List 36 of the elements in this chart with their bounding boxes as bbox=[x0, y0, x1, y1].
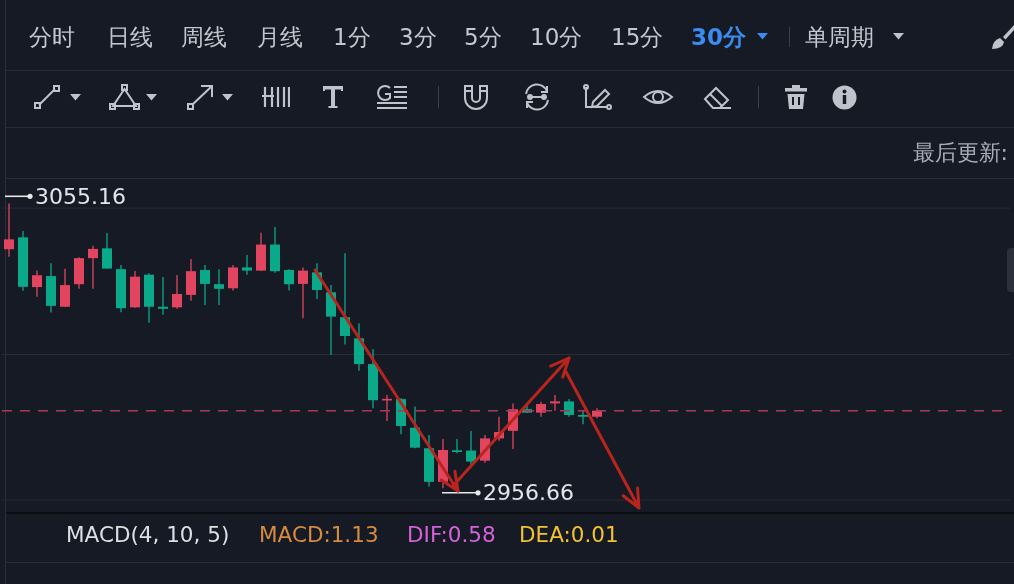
candlestick bbox=[298, 266, 308, 319]
candlestick bbox=[214, 268, 224, 306]
candlestick bbox=[60, 268, 70, 308]
text: MACD:1.13 bbox=[259, 522, 379, 547]
text: DIF:0.58 bbox=[407, 522, 496, 547]
candlestick bbox=[284, 268, 294, 292]
candlestick bbox=[102, 232, 112, 270]
annotation: 3055.16 bbox=[35, 183, 126, 209]
candlestick bbox=[578, 410, 588, 425]
text: MACD(4, 10, 5) bbox=[66, 522, 230, 547]
text: 分时 bbox=[29, 24, 75, 50]
candlestick bbox=[452, 438, 462, 454]
text: 单周期 bbox=[805, 24, 874, 50]
text: 日线 bbox=[107, 24, 153, 50]
candlestick bbox=[228, 264, 238, 292]
text: DEA:0.01 bbox=[519, 522, 619, 547]
candlestick bbox=[550, 394, 560, 412]
text: 1分 bbox=[333, 24, 371, 50]
text: 15分 bbox=[611, 24, 664, 50]
text: 3分 bbox=[399, 24, 437, 50]
text: 周线 bbox=[181, 24, 227, 50]
candlestick bbox=[242, 254, 252, 276]
candlestick bbox=[88, 245, 98, 290]
text: 5分 bbox=[464, 24, 502, 50]
candlestick bbox=[186, 258, 196, 302]
text: 30分 bbox=[691, 24, 747, 50]
candlestick bbox=[32, 269, 42, 298]
candlestick bbox=[200, 264, 210, 306]
text: 最后更新: bbox=[912, 140, 1008, 165]
annotation: 2956.66 bbox=[483, 480, 574, 506]
text: 10分 bbox=[530, 24, 583, 50]
candlestick bbox=[4, 203, 14, 258]
candlestick bbox=[410, 405, 420, 449]
candlestick bbox=[158, 276, 168, 316]
text: 月线 bbox=[257, 24, 303, 50]
candlestick bbox=[172, 274, 182, 310]
